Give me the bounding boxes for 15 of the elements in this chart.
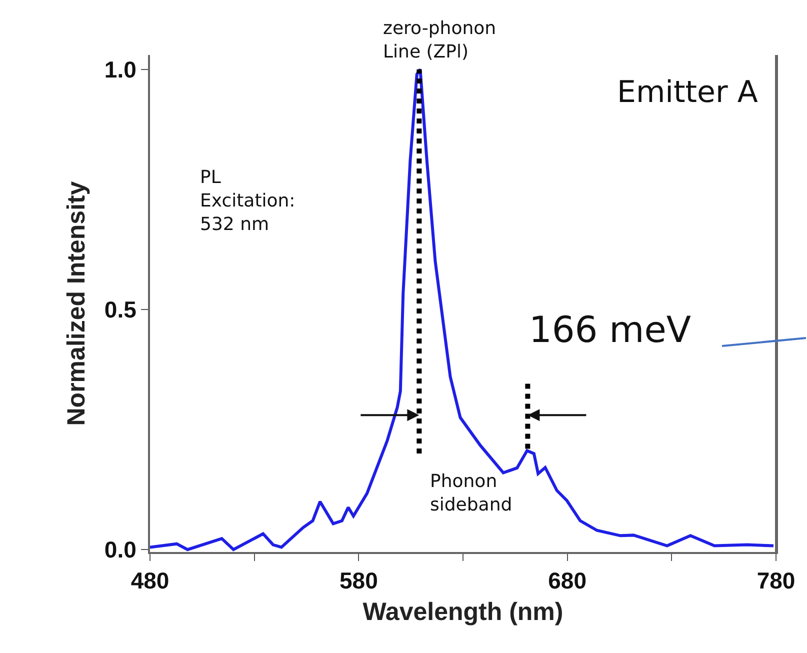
annotation: Phonon sideband	[430, 471, 512, 516]
x-tick-label: 480	[130, 568, 170, 594]
annotation: Emitter A	[617, 75, 758, 110]
annotation: PL Excitation: 532 nm	[200, 167, 296, 235]
y-tick-label: 0.5	[104, 296, 137, 323]
x-tick-label: 780	[756, 568, 796, 594]
y-tick-label: 0.0	[104, 536, 136, 563]
x-axis-title: Wavelength (nm)	[362, 598, 564, 626]
annotation: zero-phonon Line (ZPl)	[383, 18, 496, 62]
x-tick-label: 680	[548, 568, 587, 594]
annotation: 166 meV	[529, 310, 692, 351]
y-tick-label: 1.0	[104, 56, 136, 82]
y-axis-title: Normalized Intensity	[62, 181, 91, 426]
x-tick-label: 580	[339, 568, 378, 594]
line-series	[150, 68, 775, 552]
